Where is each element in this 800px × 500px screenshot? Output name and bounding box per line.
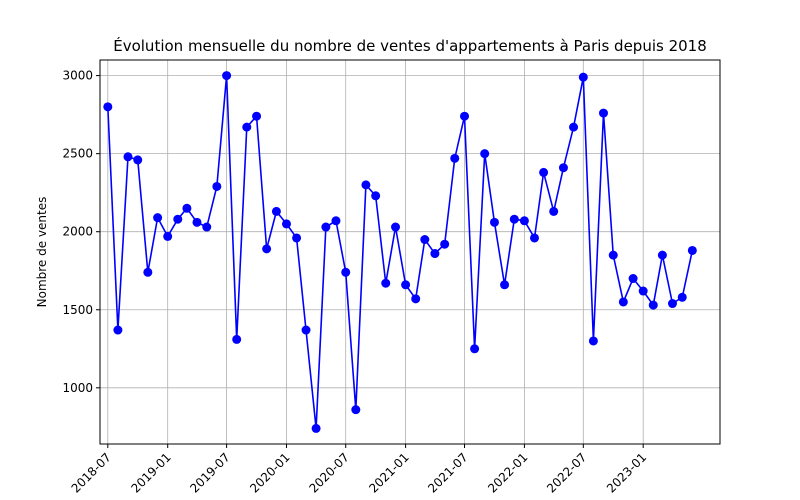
plot-frame xyxy=(99,59,721,445)
data-point xyxy=(113,325,123,335)
x-tick-label: 2021-01 xyxy=(366,450,411,495)
data-point xyxy=(618,297,628,307)
x-tick-label: 2022-07 xyxy=(544,450,589,495)
data-point xyxy=(687,245,697,255)
data-point xyxy=(182,203,192,213)
x-axis: 2018-07 2019-01 2019-07 2020-01 2020-07 2021-… xyxy=(69,444,649,496)
data-point xyxy=(588,336,598,346)
data-point xyxy=(578,72,588,82)
series-layer xyxy=(103,71,697,433)
data-point xyxy=(242,122,252,132)
data-point xyxy=(450,153,460,163)
x-tick-label: 2020-01 xyxy=(247,450,292,495)
data-point xyxy=(123,152,133,162)
data-point xyxy=(470,344,480,354)
data-point xyxy=(103,102,113,112)
y-tick-label: 2500 xyxy=(62,147,93,161)
x-tick-label: 2019-01 xyxy=(128,450,173,495)
data-point xyxy=(391,222,401,232)
data-point xyxy=(381,278,391,288)
y-tick-label: 2000 xyxy=(62,225,93,239)
data-point xyxy=(292,233,302,243)
data-point xyxy=(163,231,173,241)
data-point xyxy=(361,180,371,190)
y-tick-label: 1500 xyxy=(62,303,93,317)
data-point xyxy=(311,423,321,433)
data-point xyxy=(262,244,272,254)
data-point xyxy=(321,222,331,232)
data-point xyxy=(608,250,618,260)
x-tick-label: 2018-07 xyxy=(69,450,114,495)
data-point xyxy=(212,181,222,191)
data-point xyxy=(301,325,311,335)
data-point xyxy=(173,214,183,224)
data-point xyxy=(648,300,658,310)
y-axis-label: Nombre de ventes xyxy=(35,197,49,308)
x-tick-label: 2022-01 xyxy=(485,450,530,495)
data-point xyxy=(420,235,430,245)
data-point xyxy=(401,280,411,290)
data-point xyxy=(133,155,143,165)
data-point xyxy=(341,267,351,277)
grid xyxy=(100,60,720,444)
chart-title: Évolution mensuelle du nombre de ventes … xyxy=(113,36,707,55)
data-point xyxy=(628,274,638,284)
data-point xyxy=(539,167,549,177)
y-tick-label: 1000 xyxy=(62,381,93,395)
x-tick-label: 2019-07 xyxy=(187,450,232,495)
data-point xyxy=(558,163,568,173)
series-line xyxy=(107,75,694,429)
data-point xyxy=(371,191,381,201)
data-point xyxy=(460,111,470,121)
data-point xyxy=(529,233,539,243)
data-point xyxy=(638,286,648,296)
data-point xyxy=(202,222,212,232)
data-point xyxy=(500,280,510,290)
x-tick-label: 2023-01 xyxy=(604,450,649,495)
data-point xyxy=(569,122,579,132)
data-point xyxy=(440,239,450,249)
data-point xyxy=(430,249,440,259)
data-point xyxy=(667,299,677,309)
x-tick-label: 2020-07 xyxy=(306,450,351,495)
data-point xyxy=(281,219,291,229)
data-point xyxy=(598,108,608,118)
data-point xyxy=(192,217,202,227)
data-point xyxy=(549,206,559,216)
data-point xyxy=(657,250,667,260)
data-point xyxy=(222,71,232,81)
data-point xyxy=(489,217,499,227)
x-tick-label: 2021-07 xyxy=(425,450,470,495)
y-axis: 1000 1500 2000 2500 3000 xyxy=(62,69,100,395)
data-point xyxy=(509,214,519,224)
y-tick-label: 3000 xyxy=(62,69,93,83)
data-point xyxy=(677,292,687,302)
data-point xyxy=(411,294,421,304)
data-point xyxy=(351,405,361,415)
data-point xyxy=(232,334,242,344)
data-point xyxy=(480,149,490,159)
data-point xyxy=(271,206,281,216)
data-point xyxy=(331,216,341,226)
data-point xyxy=(143,267,153,277)
data-point xyxy=(519,216,529,226)
data-point xyxy=(252,111,262,121)
data-point xyxy=(153,213,163,223)
